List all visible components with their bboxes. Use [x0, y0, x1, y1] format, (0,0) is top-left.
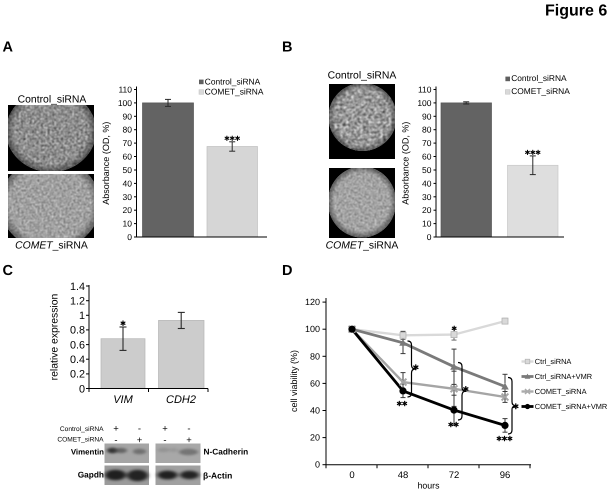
svg-text:-: - [187, 424, 190, 435]
svg-text:100: 100 [118, 98, 132, 108]
svg-text:80: 80 [123, 125, 133, 135]
svg-text:10: 10 [123, 219, 133, 229]
svg-text:1: 1 [79, 310, 85, 322]
svg-text:CDH2: CDH2 [166, 394, 196, 406]
svg-text:+: + [113, 424, 119, 435]
svg-text:hours: hours [417, 481, 440, 491]
svg-text:Control_siRNA: Control_siRNA [511, 73, 567, 83]
svg-text:40: 40 [310, 406, 320, 416]
svg-text:+: + [137, 435, 143, 446]
svg-text:Vimentin: Vimentin [71, 448, 104, 457]
svg-text:1.2: 1.2 [70, 296, 85, 308]
svg-text:+: + [162, 424, 168, 435]
svg-text:30: 30 [123, 192, 133, 202]
svg-text:-: - [114, 435, 117, 446]
svg-text:0: 0 [127, 232, 132, 242]
svg-text:COMET_siRNA: COMET_siRNA [205, 86, 264, 96]
svg-text:COMET_siRNA: COMET_siRNA [57, 437, 104, 444]
svg-text:48: 48 [398, 470, 409, 481]
svg-text:β-Actin: β-Actin [203, 471, 232, 481]
svg-text:30: 30 [422, 192, 432, 202]
svg-text:20: 20 [123, 205, 133, 215]
svg-text:COMET_siRNA: COMET_siRNA [326, 241, 399, 252]
svg-text:0.6: 0.6 [70, 339, 85, 351]
svg-text:-: - [138, 424, 141, 435]
svg-text:Control_siRNA: Control_siRNA [205, 76, 261, 86]
svg-text:0: 0 [427, 232, 432, 242]
svg-text:Control_siRNA: Control_siRNA [328, 71, 397, 82]
svg-text:60: 60 [123, 152, 133, 162]
svg-text:50: 50 [422, 165, 432, 175]
svg-text:Control_siRNA: Control_siRNA [60, 426, 104, 433]
svg-text:relative expression: relative expression [50, 293, 61, 380]
svg-text:40: 40 [123, 178, 133, 188]
svg-text:Figure 6: Figure 6 [545, 3, 607, 20]
svg-text:A: A [3, 40, 14, 56]
svg-text:cell viability (%): cell viability (%) [289, 350, 299, 412]
svg-text:100: 100 [417, 98, 431, 108]
svg-text:+: + [186, 435, 192, 446]
svg-text:COMET_siRNA: COMET_siRNA [511, 86, 570, 96]
svg-text:Control_siRNA: Control_siRNA [18, 95, 87, 106]
svg-text:10: 10 [422, 219, 432, 229]
svg-text:50: 50 [123, 165, 133, 175]
svg-text:Absorbance (OD, %): Absorbance (OD, %) [401, 122, 411, 205]
svg-text:20: 20 [422, 205, 432, 215]
svg-text:VIM: VIM [113, 394, 133, 406]
svg-text:0.8: 0.8 [70, 325, 85, 337]
svg-text:B: B [282, 40, 292, 56]
svg-text:90: 90 [123, 111, 133, 121]
svg-text:0: 0 [79, 383, 85, 395]
svg-text:C: C [3, 263, 14, 279]
svg-text:D: D [282, 263, 292, 279]
svg-text:COMET_siRNA: COMET_siRNA [535, 387, 587, 396]
svg-text:110: 110 [418, 85, 432, 95]
svg-text:90: 90 [422, 111, 432, 121]
svg-text:Ctrl_siRNA+VMR: Ctrl_siRNA+VMR [535, 372, 592, 381]
svg-text:COMET_siRNA+VMR: COMET_siRNA+VMR [535, 402, 607, 411]
svg-text:0.4: 0.4 [70, 354, 85, 366]
svg-text:COMET_siRNA: COMET_siRNA [15, 241, 88, 252]
svg-text:20: 20 [310, 433, 320, 443]
svg-text:0: 0 [349, 470, 354, 481]
svg-text:40: 40 [422, 178, 432, 188]
svg-text:110: 110 [118, 85, 132, 95]
svg-text:70: 70 [422, 138, 432, 148]
svg-text:-: - [163, 435, 166, 446]
svg-text:72: 72 [449, 470, 460, 481]
svg-text:60: 60 [310, 378, 320, 388]
svg-text:120: 120 [305, 297, 320, 307]
svg-text:60: 60 [422, 152, 432, 162]
svg-text:100: 100 [305, 324, 320, 334]
svg-text:70: 70 [123, 138, 133, 148]
svg-text:80: 80 [422, 125, 432, 135]
svg-text:Gapdh: Gapdh [78, 470, 104, 480]
svg-text:N-Cadherin: N-Cadherin [204, 447, 249, 457]
svg-text:80: 80 [310, 351, 320, 361]
svg-text:0: 0 [315, 460, 320, 470]
svg-text:0.2: 0.2 [70, 369, 85, 381]
svg-text:Absorbance (OD, %): Absorbance (OD, %) [101, 122, 111, 205]
svg-text:96: 96 [500, 470, 511, 481]
svg-text:1.4: 1.4 [70, 281, 85, 293]
svg-text:Ctrl_siRNA: Ctrl_siRNA [535, 357, 572, 366]
